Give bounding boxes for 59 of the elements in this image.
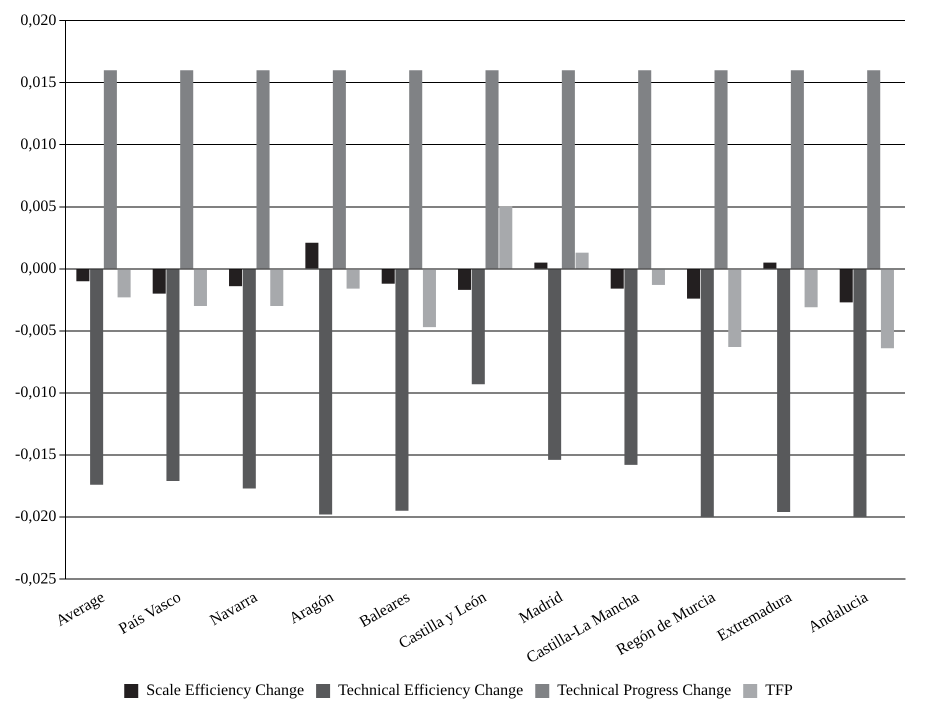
- bar: [624, 269, 638, 465]
- bar: [728, 269, 742, 347]
- bar: [687, 269, 700, 299]
- bar: [804, 269, 818, 308]
- bar: [853, 269, 866, 518]
- bar: [700, 269, 714, 518]
- bar: [638, 70, 652, 268]
- bar: [777, 269, 790, 512]
- bar: [382, 269, 395, 284]
- bar: [534, 262, 548, 268]
- y-tick-label: -0,015: [15, 446, 56, 464]
- bar: [880, 269, 894, 348]
- bar: [548, 269, 562, 460]
- bar: [395, 269, 408, 511]
- y-tick-label: -0,025: [15, 570, 56, 588]
- bar: [152, 269, 166, 294]
- y-tick-label: 0,020: [20, 12, 56, 29]
- bar: [256, 70, 270, 268]
- y-tick-label: -0,005: [15, 322, 56, 340]
- bar: [486, 70, 499, 268]
- bar: [714, 70, 728, 268]
- x-tick-label: País Vasco: [116, 588, 184, 638]
- bar: [118, 269, 131, 298]
- legend-label: Technical Progress Change: [557, 682, 732, 700]
- bar: [652, 269, 665, 285]
- bar: [763, 262, 776, 268]
- bar: [562, 70, 575, 268]
- bar: [422, 269, 436, 328]
- y-tick-label: 0,015: [20, 74, 56, 91]
- bar: [229, 269, 242, 286]
- bar: [610, 269, 624, 289]
- bar: [270, 269, 284, 306]
- bar: [104, 70, 117, 268]
- y-tick-label: 0,000: [20, 260, 56, 278]
- bar: [458, 269, 472, 290]
- bar: [180, 70, 194, 268]
- y-tick-label: -0,020: [15, 508, 56, 526]
- bar: [305, 242, 318, 268]
- bar: [194, 269, 207, 306]
- bar: [867, 70, 880, 268]
- bar: [90, 269, 104, 485]
- bar: [332, 70, 346, 268]
- bar: [76, 269, 90, 282]
- bar: [499, 206, 512, 268]
- bar: [840, 269, 853, 302]
- bar: [242, 269, 256, 488]
- legend-label: Technical Efficiency Change: [338, 682, 524, 700]
- y-tick-label: -0,010: [15, 384, 56, 402]
- bar: [790, 70, 804, 268]
- bar: [409, 70, 422, 268]
- bar: [472, 269, 485, 384]
- y-tick-label: 0,010: [20, 136, 56, 153]
- legend-label: TFP: [765, 682, 793, 700]
- bar: [166, 269, 180, 482]
- bar: [319, 269, 332, 515]
- bar: [576, 252, 589, 268]
- legend-label: Scale Efficiency Change: [146, 682, 304, 700]
- y-tick-label: 0,005: [20, 198, 56, 215]
- bar: [346, 269, 360, 289]
